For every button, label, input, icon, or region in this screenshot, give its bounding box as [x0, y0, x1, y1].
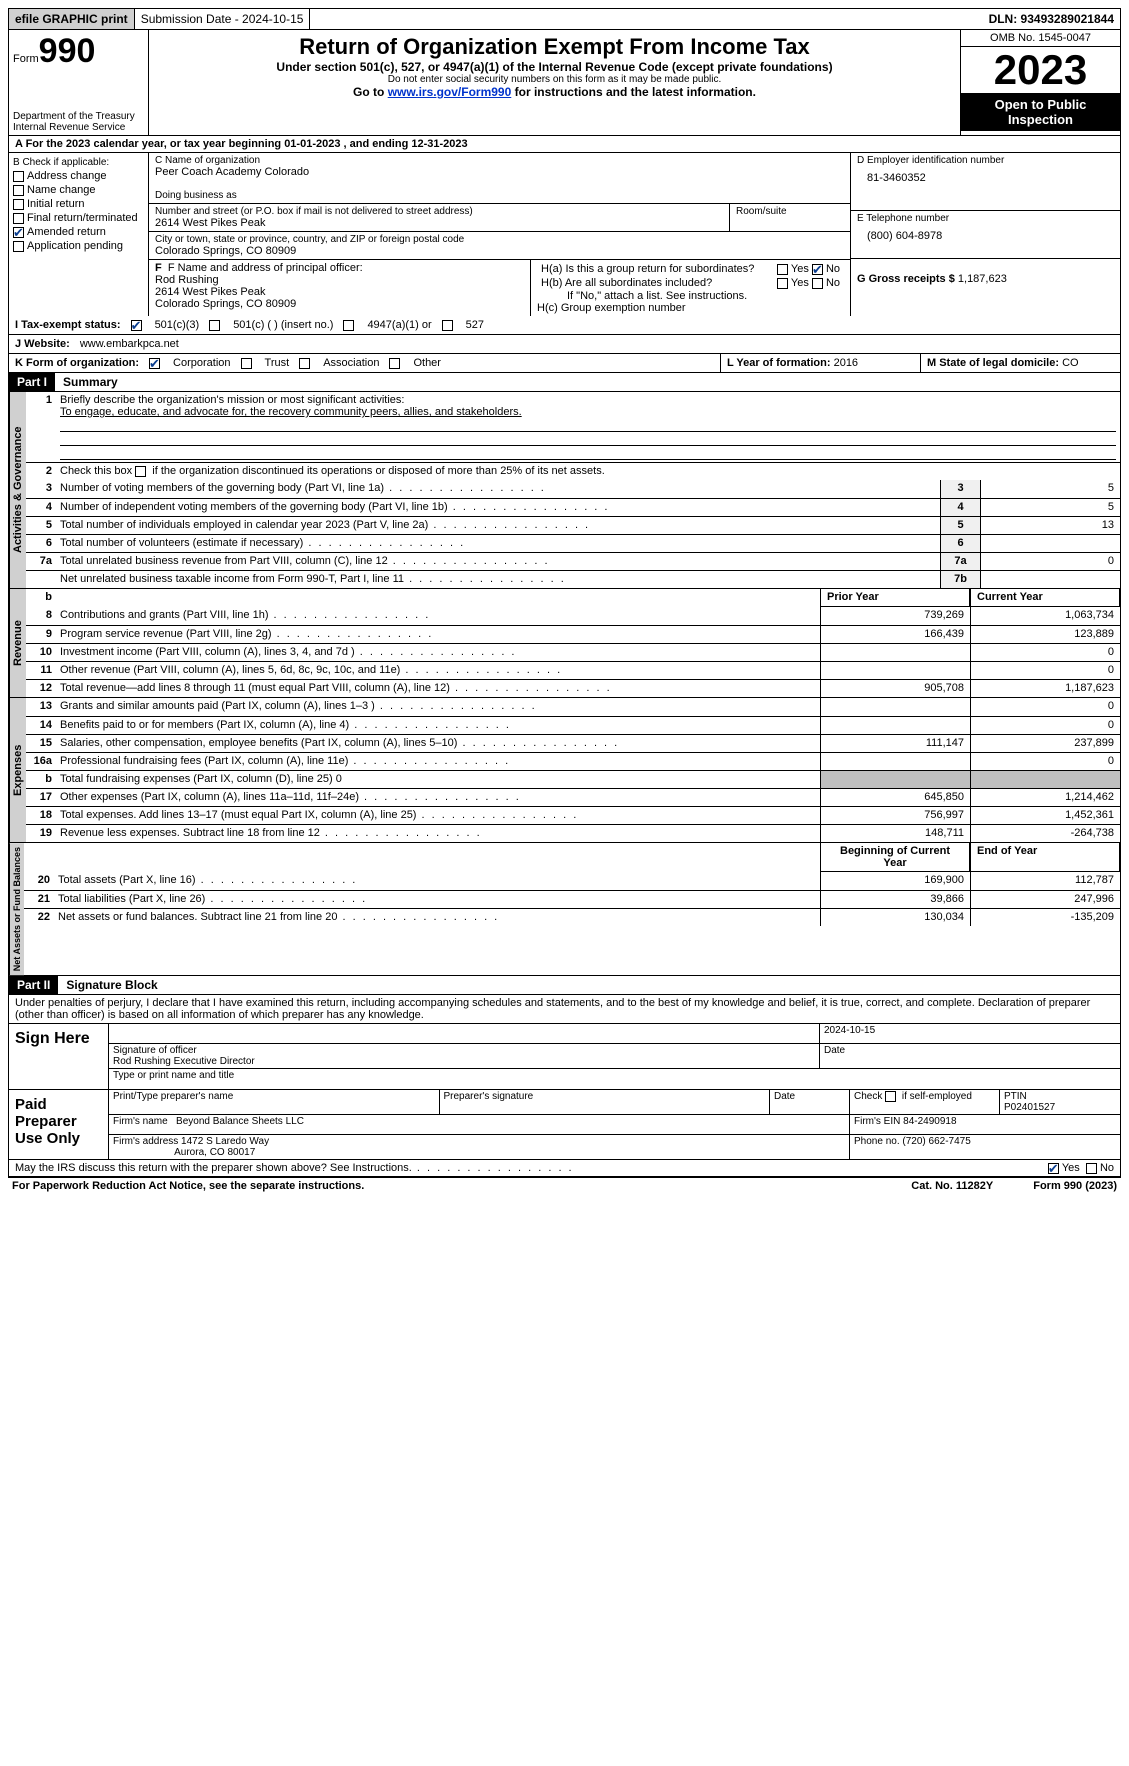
check-trust[interactable] — [241, 358, 252, 369]
tax-year: 2023 — [961, 47, 1120, 93]
row-a-tax-year: A For the 2023 calendar year, or tax yea… — [8, 136, 1121, 153]
tax-status-row: I Tax-exempt status: 501(c)(3) 501(c) ( … — [8, 316, 1121, 335]
website-row: J Website: www.embarkpca.net — [8, 335, 1121, 354]
header-grid: B Check if applicable: Address change Na… — [8, 153, 1121, 316]
discuss-yes[interactable] — [1048, 1163, 1059, 1174]
l-year-formation: L Year of formation: 2016 — [720, 354, 910, 372]
dln: DLN: 93493289021844 — [983, 9, 1120, 29]
k-row: K Form of organization: Corporation Trus… — [8, 354, 1121, 373]
h-group-cell: H(a) Is this a group return for subordin… — [530, 260, 850, 316]
paid-preparer-label: Paid Preparer Use Only — [9, 1090, 109, 1159]
check-4947[interactable] — [343, 320, 354, 331]
page-footer: For Paperwork Reduction Act Notice, see … — [8, 1177, 1121, 1194]
vtab-net-assets: Net Assets or Fund Balances — [9, 843, 24, 975]
signature-block: Sign Here 2024-10-15 Signature of office… — [8, 1024, 1121, 1160]
hb-no[interactable] — [812, 278, 823, 289]
check-initial-return[interactable] — [13, 199, 24, 210]
open-to-public: Open to Public Inspection — [961, 93, 1120, 131]
check-self-employed[interactable] — [885, 1091, 896, 1102]
phone-cell: E Telephone number (800) 604-8978 — [851, 211, 1120, 259]
goto-note: Go to www.irs.gov/Form990 for instructio… — [155, 85, 954, 99]
check-501c3[interactable] — [131, 320, 142, 331]
check-name-change[interactable] — [13, 185, 24, 196]
check-address-change[interactable] — [13, 171, 24, 182]
check-discontinued[interactable] — [135, 466, 146, 477]
perjury-declaration: Under penalties of perjury, I declare th… — [8, 995, 1121, 1024]
check-527[interactable] — [442, 320, 453, 331]
check-association[interactable] — [299, 358, 310, 369]
irs-label: Internal Revenue Service — [13, 122, 144, 133]
part1-expenses: Expenses 13Grants and similar amounts pa… — [8, 698, 1121, 843]
form-word: Form — [13, 53, 39, 65]
check-501c[interactable] — [209, 320, 220, 331]
city-cell: City or town, state or province, country… — [149, 232, 850, 260]
officer-cell: F F Name and address of principal office… — [149, 260, 530, 316]
part1-header: Part I Summary — [8, 373, 1121, 392]
part1-governance: Activities & Governance 1 Briefly descri… — [8, 392, 1121, 589]
room-cell: Room/suite — [730, 204, 850, 231]
sign-here-label: Sign Here — [9, 1024, 109, 1089]
efile-print-button[interactable]: efile GRAPHIC print — [9, 9, 135, 29]
form-title: Return of Organization Exempt From Incom… — [155, 34, 954, 60]
ein-cell: D Employer identification number 81-3460… — [851, 153, 1120, 211]
discuss-row: May the IRS discuss this return with the… — [8, 1160, 1121, 1177]
website-value: www.embarkpca.net — [80, 338, 179, 350]
check-amended-return[interactable] — [13, 227, 24, 238]
street-cell: Number and street (or P.O. box if mail i… — [149, 204, 730, 231]
submission-date: Submission Date - 2024-10-15 — [135, 9, 311, 29]
ha-no[interactable] — [812, 264, 823, 275]
check-final-return[interactable] — [13, 213, 24, 224]
check-application-pending[interactable] — [13, 241, 24, 252]
vtab-expenses: Expenses — [9, 698, 26, 842]
ssn-note: Do not enter social security numbers on … — [155, 74, 954, 85]
part2-header: Part II Signature Block — [8, 976, 1121, 995]
m-state-domicile: M State of legal domicile: CO — [920, 354, 1120, 372]
vtab-revenue: Revenue — [9, 589, 26, 697]
part1-revenue: Revenue b Prior Year Current Year 8Contr… — [8, 589, 1121, 698]
dept-treasury: Department of the Treasury — [13, 111, 144, 122]
col-b-checkboxes: B Check if applicable: Address change Na… — [9, 153, 149, 316]
irs-link[interactable]: www.irs.gov/Form990 — [388, 85, 512, 99]
form-subtitle: Under section 501(c), 527, or 4947(a)(1)… — [155, 60, 954, 74]
form-header: Form990 Department of the Treasury Inter… — [8, 30, 1121, 136]
vtab-governance: Activities & Governance — [9, 392, 26, 588]
omb-number: OMB No. 1545-0047 — [961, 30, 1120, 47]
form-number: 990 — [39, 32, 96, 70]
top-bar: efile GRAPHIC print Submission Date - 20… — [8, 8, 1121, 30]
discuss-no[interactable] — [1086, 1163, 1097, 1174]
ha-yes[interactable] — [777, 264, 788, 275]
gross-cell: G Gross receipts $ 1,187,623 — [851, 259, 1120, 287]
part1-net-assets: Net Assets or Fund Balances Beginning of… — [8, 843, 1121, 976]
check-corporation[interactable] — [149, 358, 160, 369]
org-name-cell: C Name of organization Peer Coach Academ… — [149, 153, 850, 204]
check-other[interactable] — [389, 358, 400, 369]
hb-yes[interactable] — [777, 278, 788, 289]
